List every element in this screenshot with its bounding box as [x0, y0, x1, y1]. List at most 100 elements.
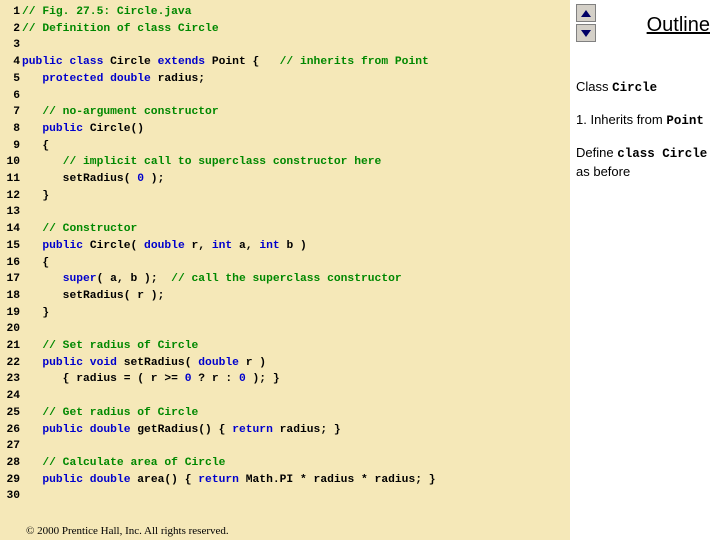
code-line: 7 // no-argument constructor	[0, 104, 570, 121]
line-number: 25	[0, 405, 22, 422]
code-content: // Constructor	[22, 221, 137, 238]
note-text: as before	[576, 164, 630, 179]
copyright-footer: © 2000 Prentice Hall, Inc. All rights re…	[26, 525, 229, 537]
code-line: 20	[0, 321, 570, 338]
code-content: // implicit call to superclass construct…	[22, 154, 381, 171]
code-listing: 1// Fig. 27.5: Circle.java2// Definition…	[0, 4, 570, 505]
line-number: 10	[0, 154, 22, 171]
line-number: 3	[0, 37, 22, 54]
code-content: // Calculate area of Circle	[22, 455, 225, 472]
code-line: 2// Definition of class Circle	[0, 21, 570, 38]
code-line: 26 public double getRadius() { return ra…	[0, 422, 570, 439]
arrow-up-icon	[581, 10, 591, 17]
code-line: 9 {	[0, 138, 570, 155]
line-number: 24	[0, 388, 22, 405]
code-content: public class Circle extends Point { // i…	[22, 54, 429, 71]
line-number: 1	[0, 4, 22, 21]
code-content: // Fig. 27.5: Circle.java	[22, 4, 191, 21]
line-number: 7	[0, 104, 22, 121]
code-line: 18 setRadius( r );	[0, 288, 570, 305]
code-line: 22 public void setRadius( double r )	[0, 355, 570, 372]
code-content: public Circle()	[22, 121, 144, 138]
code-line: 6	[0, 88, 570, 105]
code-line: 19 }	[0, 305, 570, 322]
code-line: 13	[0, 204, 570, 221]
line-number: 4	[0, 54, 22, 71]
code-line: 1// Fig. 27.5: Circle.java	[0, 4, 570, 21]
line-number: 15	[0, 238, 22, 255]
note-mono: Point	[666, 114, 704, 128]
code-line: 28 // Calculate area of Circle	[0, 455, 570, 472]
outline-panel: Outline Class Circle 1. Inherits from Po…	[570, 0, 720, 540]
line-number: 28	[0, 455, 22, 472]
line-number: 16	[0, 255, 22, 272]
code-content: // Definition of class Circle	[22, 21, 219, 38]
line-number: 5	[0, 71, 22, 88]
code-content: // no-argument constructor	[22, 104, 219, 121]
line-number: 19	[0, 305, 22, 322]
arrow-down-icon	[581, 30, 591, 37]
code-content: protected double radius;	[22, 71, 205, 88]
note-mono: class Circle	[617, 147, 707, 161]
line-number: 23	[0, 371, 22, 388]
code-line: 3	[0, 37, 570, 54]
next-slide-button[interactable]	[576, 24, 596, 42]
line-number: 12	[0, 188, 22, 205]
code-line: 15 public Circle( double r, int a, int b…	[0, 238, 570, 255]
prev-slide-button[interactable]	[576, 4, 596, 22]
code-content: }	[22, 305, 49, 322]
line-number: 27	[0, 438, 22, 455]
code-line: 10 // implicit call to superclass constr…	[0, 154, 570, 171]
code-line: 27	[0, 438, 570, 455]
code-line: 4public class Circle extends Point { // …	[0, 54, 570, 71]
code-content: setRadius( r );	[22, 288, 164, 305]
code-line: 17 super( a, b ); // call the superclass…	[0, 271, 570, 288]
line-number: 9	[0, 138, 22, 155]
line-number: 29	[0, 472, 22, 489]
line-number: 6	[0, 88, 22, 105]
code-line: 8 public Circle()	[0, 121, 570, 138]
code-line: 14 // Constructor	[0, 221, 570, 238]
code-line: 16 {	[0, 255, 570, 272]
line-number: 14	[0, 221, 22, 238]
code-content: public Circle( double r, int a, int b )	[22, 238, 307, 255]
line-number: 2	[0, 21, 22, 38]
code-panel: 1// Fig. 27.5: Circle.java2// Definition…	[0, 0, 570, 540]
code-content: super( a, b ); // call the superclass co…	[22, 271, 402, 288]
code-content: public void setRadius( double r )	[22, 355, 266, 372]
code-content: { radius = ( r >= 0 ? r : 0 ); }	[22, 371, 280, 388]
note-mono: Circle	[612, 81, 657, 95]
line-number: 20	[0, 321, 22, 338]
outline-notes: Class Circle 1. Inherits from Point Defi…	[576, 78, 718, 194]
note-text: Define	[576, 145, 617, 160]
code-line: 30	[0, 488, 570, 505]
line-number: 21	[0, 338, 22, 355]
code-content: public double getRadius() { return radiu…	[22, 422, 341, 439]
code-content: }	[22, 188, 49, 205]
line-number: 22	[0, 355, 22, 372]
code-content: setRadius( 0 );	[22, 171, 171, 188]
line-number: 30	[0, 488, 22, 505]
line-number: 18	[0, 288, 22, 305]
code-line: 12 }	[0, 188, 570, 205]
outline-title: Outline	[647, 14, 710, 37]
nav-buttons	[576, 4, 596, 42]
line-number: 13	[0, 204, 22, 221]
code-content: {	[22, 255, 49, 272]
note-inherits: 1. Inherits from Point	[576, 111, 718, 130]
code-line: 24	[0, 388, 570, 405]
line-number: 26	[0, 422, 22, 439]
note-define: Define class Circle as before	[576, 144, 718, 180]
line-number: 8	[0, 121, 22, 138]
code-line: 5 protected double radius;	[0, 71, 570, 88]
code-line: 21 // Set radius of Circle	[0, 338, 570, 355]
code-content: {	[22, 138, 49, 155]
code-content: public double area() { return Math.PI * …	[22, 472, 436, 489]
code-line: 23 { radius = ( r >= 0 ? r : 0 ); }	[0, 371, 570, 388]
code-line: 25 // Get radius of Circle	[0, 405, 570, 422]
code-content: // Get radius of Circle	[22, 405, 198, 422]
note-text: Class	[576, 79, 612, 94]
line-number: 11	[0, 171, 22, 188]
note-class: Class Circle	[576, 78, 718, 97]
line-number: 17	[0, 271, 22, 288]
